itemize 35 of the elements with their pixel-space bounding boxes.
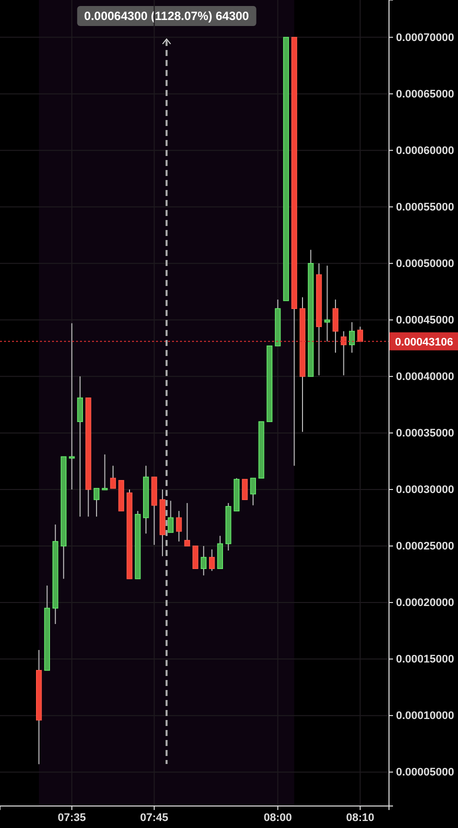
candlestick [110,465,116,489]
y-tick-label: 0.00030000 [396,484,454,496]
y-tick-label: 0.00025000 [396,540,454,553]
ref-line-label: 0.00043106 [395,336,454,348]
y-tick-label: 0.00035000 [396,427,454,440]
candlestick [200,546,207,576]
candlestick [250,478,256,506]
y-tick-label: 0.00040000 [396,370,454,383]
y-tick-label: 0.00045000 [396,314,454,326]
candlestick [176,510,182,542]
x-tick-label: 07:35 [58,812,86,824]
y-tick-label: 0.00060000 [396,144,454,157]
candlestick [209,548,215,572]
candlestick [349,322,355,354]
y-tick-label: 0.00070000 [396,32,454,44]
y-tick-label: 0.00055000 [396,201,454,214]
candlestick [192,546,198,570]
y-tick-label: 0.00050000 [396,258,454,270]
candlestick [357,326,364,342]
candlestick [332,299,338,354]
y-tick-label: 0.00020000 [396,597,454,610]
x-tick-label: 07:45 [140,812,168,824]
y-tick-label: 0.00005000 [396,766,454,779]
y-tick-label: 0.00010000 [396,710,454,722]
candlestick [94,488,100,518]
x-tick-label: 08:00 [264,812,292,824]
band-label: 0.00064300 (1128.07%) 64300 [84,9,250,23]
candlestick [242,478,248,500]
y-tick-label: 0.00015000 [396,654,454,666]
candlestick [168,500,174,533]
candlestick [184,502,190,546]
y-tick-label: 0.00065000 [396,88,454,100]
x-tick-label: 08:10 [346,812,374,824]
candlestick [77,376,83,518]
candlestick [324,265,330,342]
